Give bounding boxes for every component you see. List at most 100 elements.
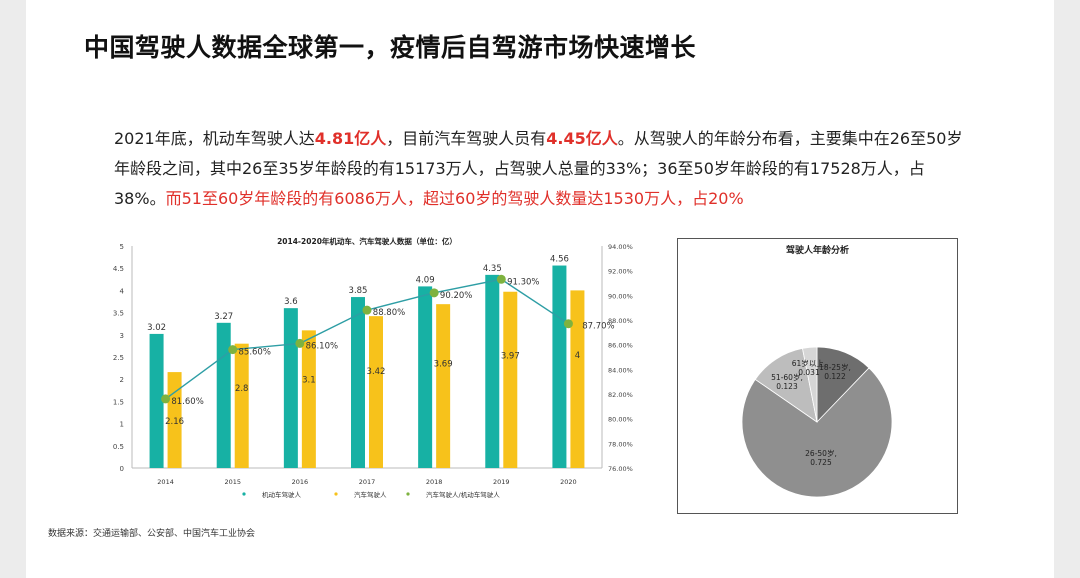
pie-slice-value: 0.122 — [824, 372, 846, 381]
para-red-text: 而51至60岁年龄段的有6086万人，超过60岁的驾驶人数量达1530万人，占2… — [165, 189, 744, 208]
bar-motor-label: 4.56 — [550, 255, 569, 265]
ratio-label: 90.20% — [440, 291, 472, 301]
pie-slice-label: 18-25岁, — [819, 362, 851, 372]
legend-marker — [242, 492, 246, 496]
ratio-label: 85.60% — [239, 348, 271, 358]
para-text-3: 。从驾驶人的年龄分布看，主要集中在26至50岁年龄段之间，其中26至35岁年龄段… — [114, 129, 963, 208]
x-tick-label: 2017 — [359, 478, 376, 486]
y-tick-label: 3 — [120, 332, 124, 340]
bar-car-driver — [503, 291, 518, 468]
pie-slice — [741, 367, 893, 498]
y-tick-label: 3.5 — [113, 310, 124, 318]
bar-car-label: 3.42 — [367, 367, 386, 377]
bar-car-driver — [301, 330, 316, 468]
ratio-point — [228, 345, 238, 355]
y-tick-label: 4 — [120, 287, 125, 295]
y-tick-label: 2.5 — [113, 354, 124, 362]
bar-car-label: 2.16 — [165, 417, 184, 427]
ratio-point — [496, 274, 506, 284]
ratio-label: 87.70% — [582, 322, 614, 332]
bar-motor-driver — [351, 297, 365, 468]
pie-slice-label: 51-60岁, — [771, 372, 803, 382]
x-tick-label: 2020 — [560, 478, 577, 486]
page-title: 中国驾驶人数据全球第一，疫情后自驾游市场快速增长 — [84, 33, 697, 62]
pie-slice — [754, 347, 818, 423]
y2-tick-label: 90.00% — [608, 292, 633, 300]
y-tick-label: 2 — [120, 376, 124, 384]
pie-slice-value: 0.725 — [810, 458, 832, 467]
bar-car-driver — [369, 316, 383, 468]
para-text-2: ，目前汽车驾驶人员有 — [386, 129, 547, 148]
ratio-point — [429, 288, 439, 298]
x-tick-label: 2014 — [157, 478, 174, 486]
para-text-1: 2021年底，机动车驾驶人达 — [114, 129, 315, 148]
legend-label: 汽车驾驶人/机动车驾驶人 — [426, 490, 500, 499]
pie-slice-label: 26-50岁, — [805, 448, 837, 458]
legend-marker — [334, 492, 338, 496]
ratio-point — [161, 394, 171, 404]
bar-car-label: 4 — [575, 351, 580, 361]
y2-tick-label: 80.00% — [608, 416, 633, 424]
x-tick-label: 2018 — [426, 478, 443, 486]
ratio-point — [563, 319, 573, 329]
y2-tick-label: 86.00% — [608, 342, 633, 350]
summary-paragraph: 2021年底，机动车驾驶人达4.81亿人，目前汽车驾驶人员有4.45亿人。从驾驶… — [114, 124, 974, 214]
bar-motor-driver — [418, 286, 433, 468]
y2-tick-label: 78.00% — [608, 440, 633, 448]
para-highlight-car-drivers: 4.45亿人 — [546, 129, 618, 148]
pie-chart-title: 驾驶人年龄分析 — [785, 246, 849, 256]
pie-slice-value: 0.123 — [776, 382, 798, 391]
bar-motor-driver — [283, 308, 298, 468]
legend-marker — [406, 492, 410, 496]
x-tick-label: 2015 — [224, 478, 241, 486]
driver-bar-line-chart: 2014-2020年机动车、汽车驾驶人数据（单位：亿） 0 0.5 1 1.5 2 2.5 3… — [113, 236, 633, 499]
bar-motor-driver — [149, 333, 164, 468]
ratio-point — [295, 338, 305, 348]
bar-car-driver — [436, 304, 451, 468]
bar-motor-label: 3.02 — [147, 323, 166, 333]
bar-car-driver — [167, 372, 182, 468]
bar-motor-label: 3.6 — [284, 297, 298, 307]
slide: 中国驾驶人数据全球第一，疫情后自驾游市场快速增长 2021年底，机动车驾驶人达4… — [26, 0, 1054, 578]
x-tick-label: 2019 — [493, 478, 510, 486]
y2-tick-label: 82.00% — [608, 391, 633, 399]
y2-tick-label: 76.00% — [608, 465, 633, 473]
ratio-label: 91.30% — [507, 277, 539, 287]
bar-motor-driver — [216, 322, 231, 468]
bar-chart-title: 2014-2020年机动车、汽车驾驶人数据（单位：亿） — [277, 236, 457, 246]
para-highlight-motor-drivers: 4.81亿人 — [314, 129, 387, 148]
bar-car-label: 3.1 — [302, 376, 316, 386]
ratio-label: 88.80% — [373, 308, 405, 318]
bar-motor-label: 3.85 — [349, 286, 368, 296]
bar-car-label: 3.69 — [434, 359, 453, 369]
ratio-label: 81.60% — [171, 397, 203, 407]
y2-tick-label: 88.00% — [608, 317, 633, 325]
y-tick-label: 0.5 — [113, 443, 124, 451]
pie-slice-label: 61岁以上, — [792, 358, 826, 368]
bar-motor-label: 3.27 — [214, 312, 233, 322]
y2-tick-label: 92.00% — [608, 268, 633, 276]
ratio-point — [362, 305, 372, 315]
y-tick-label: 4.5 — [113, 265, 124, 273]
legend-label: 机动车驾驶人 — [262, 490, 302, 499]
y-tick-label: 0 — [120, 465, 124, 473]
legend-label: 汽车驾驶人 — [354, 490, 387, 499]
bar-car-label: 3.97 — [501, 352, 520, 362]
bar-car-driver — [570, 290, 585, 468]
y2-tick-label: 94.00% — [608, 243, 633, 251]
x-tick-label: 2016 — [292, 478, 309, 486]
age-pie-chart: 18-25岁,0.122 26-50岁,0.725 51-60岁,0.123 61岁以… — [741, 346, 893, 498]
pie-chart-panel: 驾驶人年龄分析 18-25岁, 0.122 26-50岁, 0.725 51-60岁, 0… — [677, 238, 958, 514]
bar-car-label: 2.8 — [235, 384, 249, 394]
ratio-label: 86.10% — [306, 341, 338, 351]
pie-slice — [802, 346, 818, 423]
bar-motor-driver — [485, 274, 500, 468]
y-tick-label: 5 — [120, 243, 124, 251]
y2-tick-label: 84.00% — [608, 366, 633, 374]
bar-motor-driver — [552, 265, 567, 468]
bar-motor-label: 4.09 — [416, 275, 435, 285]
pie-slice-value: 0.031 — [798, 368, 820, 377]
y-tick-label: 1.5 — [113, 398, 124, 406]
data-source-note: 数据来源：交通运输部、公安部、中国汽车工业协会 — [48, 529, 256, 539]
bar-motor-label: 4.35 — [483, 264, 502, 274]
